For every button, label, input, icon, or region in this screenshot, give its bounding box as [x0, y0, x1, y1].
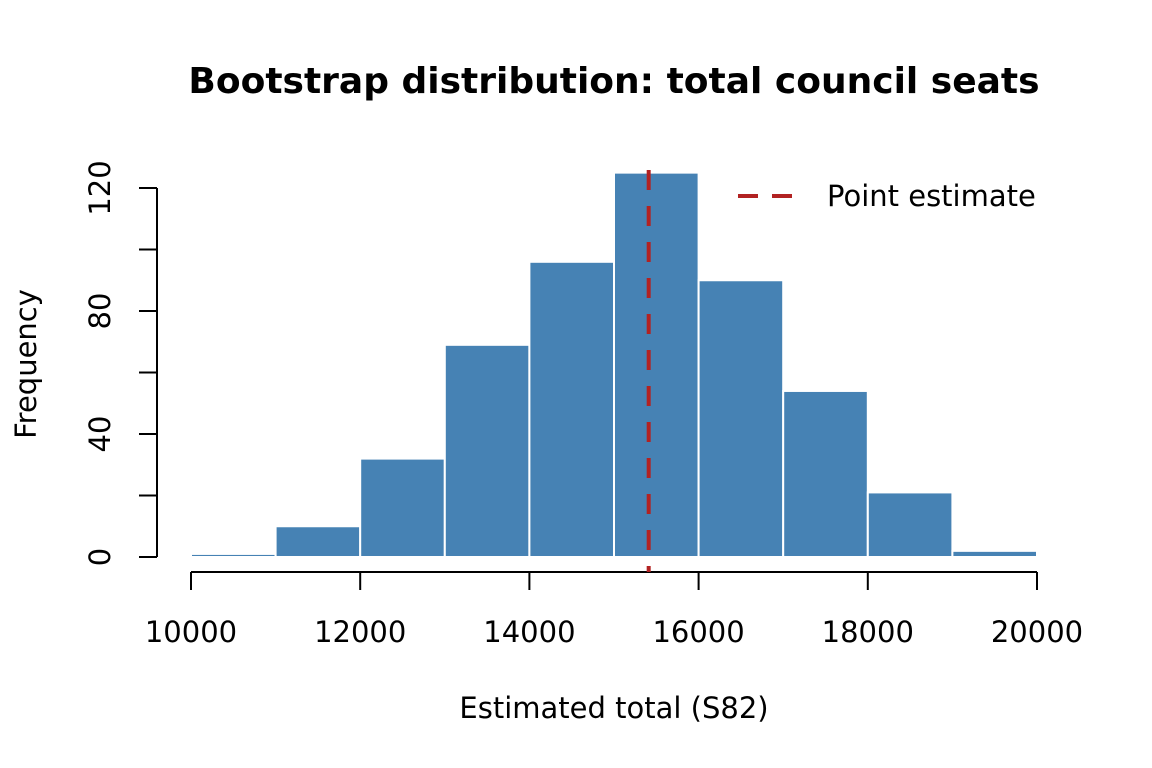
- x-tick-label: 14000: [483, 615, 575, 649]
- histogram-bar: [697, 279, 785, 558]
- chart-title: Bootstrap distribution: total council se…: [188, 61, 1039, 102]
- x-tick-label: 12000: [314, 615, 406, 649]
- y-axis: 0 40 80 120: [83, 160, 158, 566]
- legend: Point estimate: [738, 179, 1036, 213]
- histogram-bar: [528, 260, 616, 558]
- legend-label: Point estimate: [827, 179, 1036, 213]
- y-axis-label: Frequency: [9, 289, 43, 439]
- x-tick-label: 18000: [822, 615, 914, 649]
- histogram-bar: [782, 389, 869, 559]
- histogram-bar: [190, 552, 277, 558]
- x-axis: 10000 12000 14000 16000 18000 20000: [145, 571, 1083, 649]
- y-tick-label: 80: [83, 293, 117, 330]
- x-tick-label: 20000: [991, 615, 1083, 649]
- histogram-bar: [443, 343, 531, 559]
- histogram-bar: [274, 525, 362, 558]
- bars: [190, 171, 1039, 559]
- x-tick-label: 10000: [145, 615, 237, 649]
- histogram-bar: [866, 491, 954, 558]
- y-tick-label: 40: [83, 416, 117, 453]
- histogram-bar: [951, 549, 1039, 558]
- histogram-bar: [613, 171, 700, 558]
- y-tick-label: 0: [83, 548, 117, 566]
- histogram-bar: [359, 457, 446, 559]
- y-tick-label: 120: [83, 160, 117, 215]
- x-axis-label: Estimated total (S82): [459, 691, 768, 725]
- x-tick-label: 16000: [652, 615, 744, 649]
